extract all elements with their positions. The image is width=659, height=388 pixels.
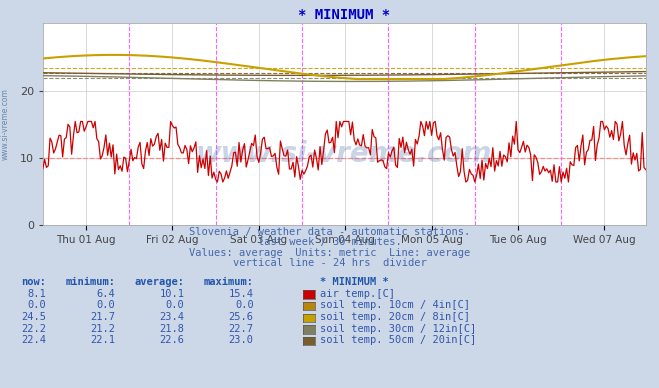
Text: www.si-vreme.com: www.si-vreme.com	[196, 140, 492, 168]
Text: soil temp. 20cm / 8in[C]: soil temp. 20cm / 8in[C]	[320, 312, 471, 322]
Text: 0.0: 0.0	[235, 300, 254, 310]
Text: 21.8: 21.8	[159, 324, 185, 334]
Text: vertical line - 24 hrs  divider: vertical line - 24 hrs divider	[233, 258, 426, 268]
Text: maximum:: maximum:	[204, 277, 254, 287]
Text: 24.5: 24.5	[21, 312, 46, 322]
Text: 8.1: 8.1	[28, 289, 46, 299]
Text: 0.0: 0.0	[97, 300, 115, 310]
Text: 22.2: 22.2	[21, 324, 46, 334]
Text: 21.2: 21.2	[90, 324, 115, 334]
Text: 23.4: 23.4	[159, 312, 185, 322]
Text: * MINIMUM *: * MINIMUM *	[320, 277, 388, 287]
Text: Slovenia / weather data - automatic stations.: Slovenia / weather data - automatic stat…	[189, 227, 470, 237]
Text: soil temp. 10cm / 4in[C]: soil temp. 10cm / 4in[C]	[320, 300, 471, 310]
Text: 0.0: 0.0	[28, 300, 46, 310]
Title: * MINIMUM *: * MINIMUM *	[299, 8, 390, 22]
Text: 22.7: 22.7	[229, 324, 254, 334]
Text: 22.1: 22.1	[90, 335, 115, 345]
Text: 10.1: 10.1	[159, 289, 185, 299]
Text: 23.0: 23.0	[229, 335, 254, 345]
Text: now:: now:	[21, 277, 46, 287]
Text: 21.7: 21.7	[90, 312, 115, 322]
Text: average:: average:	[134, 277, 185, 287]
Text: soil temp. 30cm / 12in[C]: soil temp. 30cm / 12in[C]	[320, 324, 476, 334]
Text: minimum:: minimum:	[65, 277, 115, 287]
Text: 6.4: 6.4	[97, 289, 115, 299]
Text: 15.4: 15.4	[229, 289, 254, 299]
Text: air temp.[C]: air temp.[C]	[320, 289, 395, 299]
Text: Values: average  Units: metric  Line: average: Values: average Units: metric Line: aver…	[189, 248, 470, 258]
Text: last week / 30 minutes.: last week / 30 minutes.	[258, 237, 401, 247]
Text: 25.6: 25.6	[229, 312, 254, 322]
Text: soil temp. 50cm / 20in[C]: soil temp. 50cm / 20in[C]	[320, 335, 476, 345]
Text: www.si-vreme.com: www.si-vreme.com	[1, 88, 10, 160]
Text: 0.0: 0.0	[166, 300, 185, 310]
Text: 22.4: 22.4	[21, 335, 46, 345]
Text: 22.6: 22.6	[159, 335, 185, 345]
